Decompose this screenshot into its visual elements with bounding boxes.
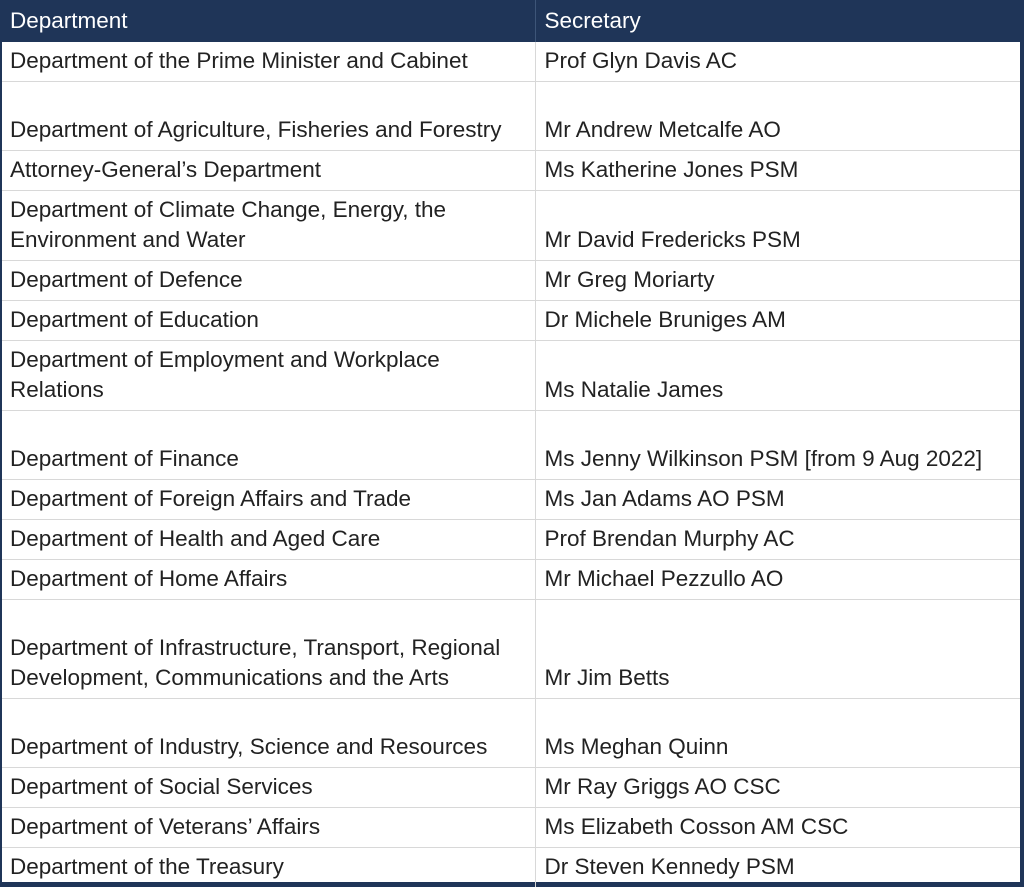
secretary-cell: Ms Elizabeth Cosson AM CSC	[534, 807, 1020, 848]
table-row: Department of Employment and Workplace R…	[2, 340, 1020, 411]
secretary-cell: Ms Jenny Wilkinson PSM [from 9 Aug 2022]	[534, 410, 1020, 480]
secretary-cell: Mr Ray Griggs AO CSC	[534, 767, 1020, 808]
department-cell: Department of Industry, Science and Reso…	[2, 698, 535, 768]
department-cell: Attorney-General’s Department	[2, 150, 535, 191]
header-row: Department Secretary	[2, 0, 1020, 42]
department-cell: Department of Climate Change, Energy, th…	[2, 190, 535, 261]
department-cell: Department of Agriculture, Fisheries and…	[2, 81, 535, 151]
secretary-cell: Ms Natalie James	[534, 340, 1020, 411]
department-cell: Department of Defence	[2, 260, 535, 301]
secretary-cell: Mr David Fredericks PSM	[534, 190, 1020, 261]
secretary-cell: Dr Steven Kennedy PSM	[534, 847, 1020, 887]
department-cell: Department of Foreign Affairs and Trade	[2, 479, 535, 520]
table-row: Department of Finance Ms Jenny Wilkinson…	[2, 410, 1020, 480]
secretary-cell: Mr Jim Betts	[534, 599, 1020, 699]
table-row: Department of Foreign Affairs and Trade …	[2, 479, 1020, 520]
table-row: Department of Industry, Science and Reso…	[2, 698, 1020, 768]
table-row: Department of the Prime Minister and Cab…	[2, 42, 1020, 82]
table-row: Department of Home Affairs Mr Michael Pe…	[2, 559, 1020, 600]
department-cell: Department of Health and Aged Care	[2, 519, 535, 560]
department-cell: Department of Veterans’ Affairs	[2, 807, 535, 848]
department-cell: Department of Home Affairs	[2, 559, 535, 600]
table-body: Department of the Prime Minister and Cab…	[2, 42, 1020, 887]
table-header: Department Secretary	[2, 0, 1020, 42]
table-row: Department of Education Dr Michele Bruni…	[2, 300, 1020, 341]
table-row: Department of Agriculture, Fisheries and…	[2, 81, 1020, 151]
table-row: Attorney-General’s Department Ms Katheri…	[2, 150, 1020, 191]
table-row: Department of Climate Change, Energy, th…	[2, 190, 1020, 261]
department-cell: Department of Employment and Workplace R…	[2, 340, 535, 411]
table-row: Department of Infrastructure, Transport,…	[2, 599, 1020, 699]
table-row: Department of Health and Aged Care Prof …	[2, 519, 1020, 560]
department-cell: Department of the Treasury	[10, 854, 284, 879]
table-row: Department of the Treasury Dr Steven Ken…	[2, 847, 1020, 887]
secretary-cell: Prof Glyn Davis AC	[534, 42, 1020, 82]
column-header-secretary: Secretary	[534, 0, 1020, 42]
department-cell: Department of the Prime Minister and Cab…	[2, 42, 535, 82]
table-row: Department of Social Services Mr Ray Gri…	[2, 767, 1020, 808]
secretary-cell: Mr Andrew Metcalfe AO	[534, 81, 1020, 151]
department-cell: Department of Finance	[2, 410, 535, 480]
department-cell: Department of Infrastructure, Transport,…	[2, 599, 535, 699]
secretary-cell: Ms Katherine Jones PSM	[534, 150, 1020, 191]
secretary-cell: Ms Meghan Quinn	[534, 698, 1020, 768]
department-cell: Department of Education	[2, 300, 535, 341]
table-row: Department of Defence Mr Greg Moriarty	[2, 260, 1020, 301]
secretary-cell: Prof Brendan Murphy AC	[534, 519, 1020, 560]
secretary-cell: Mr Michael Pezzullo AO	[534, 559, 1020, 600]
secretary-cell: Ms Jan Adams AO PSM	[534, 479, 1020, 520]
table-row: Department of Veterans’ Affairs Ms Eliza…	[2, 807, 1020, 848]
column-header-department: Department	[2, 0, 535, 42]
department-cell: Department of Social Services	[2, 767, 535, 808]
secretary-cell: Mr Greg Moriarty	[534, 260, 1020, 301]
secretary-cell: Dr Michele Bruniges AM	[534, 300, 1020, 341]
